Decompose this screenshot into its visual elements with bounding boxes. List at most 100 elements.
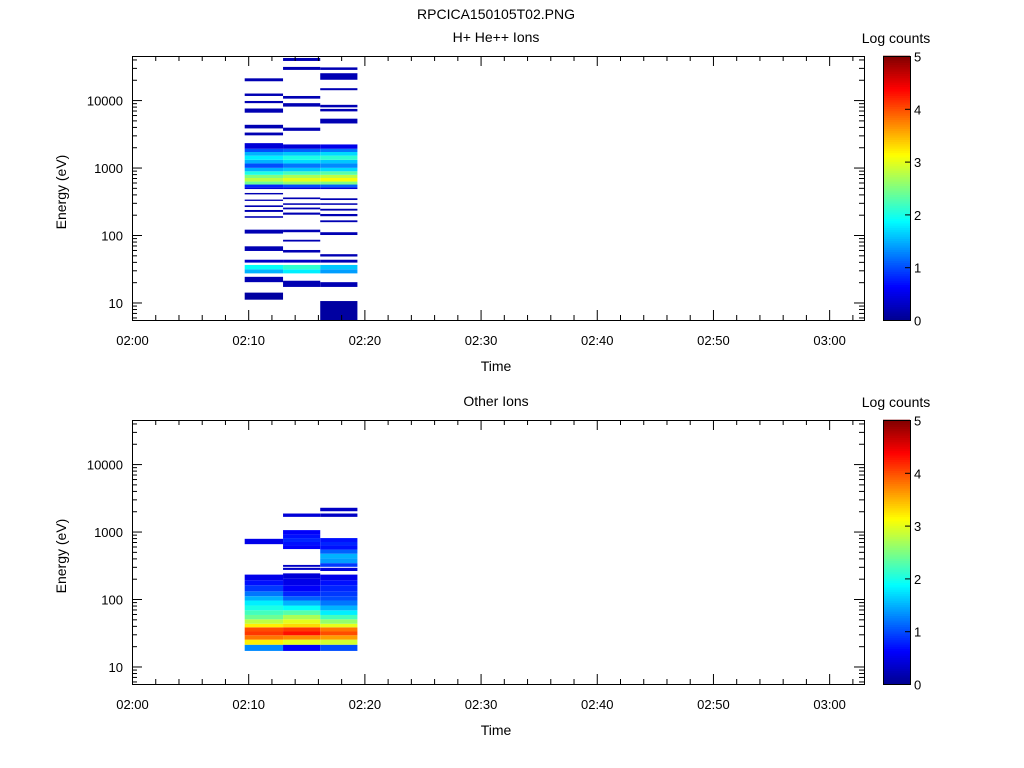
spectrogram-cell — [244, 600, 284, 606]
spectrogram-cell — [283, 639, 321, 645]
spectrogram-cell — [283, 573, 321, 579]
colorbar-segment — [883, 593, 910, 597]
colorbar-segment — [883, 639, 910, 643]
colorbar-segment — [883, 652, 910, 656]
colorbar-segment — [883, 88, 910, 92]
spectrogram-cell — [244, 124, 284, 129]
colorbar-segment — [883, 216, 910, 220]
colorbar-tick-label: 3 — [914, 155, 921, 170]
colorbar-segment — [883, 159, 910, 162]
colorbar-segment — [883, 659, 910, 663]
colorbar-segment — [883, 310, 910, 314]
colorbar-segment — [883, 97, 910, 101]
spectrogram-cell — [244, 264, 284, 270]
spectrogram-cell — [283, 591, 321, 597]
colorbar-segment — [883, 141, 910, 145]
colorbar-segment — [883, 238, 910, 242]
colorbar-segment — [883, 575, 910, 579]
spectrogram-cell — [320, 513, 358, 517]
colorbar-segment — [883, 222, 910, 226]
spectrogram-cell — [283, 155, 321, 160]
spectrogram-cell — [244, 246, 284, 251]
spectrogram-cell — [283, 627, 321, 632]
spectrogram-cell — [320, 167, 358, 172]
spectrogram-cell — [320, 213, 358, 217]
spectrogram-cell — [320, 631, 358, 636]
spectrogram-cell — [320, 174, 358, 178]
spectrogram-cell — [320, 605, 358, 611]
colorbar-segment — [883, 461, 910, 465]
colorbar-segment — [883, 589, 910, 592]
spectrogram-cell — [283, 530, 321, 535]
spectrogram-cell — [244, 209, 284, 212]
panel-h-he-ions: H+ He++ Ions 02:00 02:10 02:20 02:30 02:40 02:… — [53, 29, 930, 374]
colorbar-segment — [883, 666, 910, 669]
colorbar-segment — [883, 681, 910, 685]
x-tick-label: 02:00 — [116, 333, 149, 348]
colorbar-segment — [883, 463, 910, 467]
colorbar-tick-label: 4 — [914, 102, 921, 117]
colorbar-segment — [883, 432, 910, 436]
spectrogram-cell — [244, 177, 284, 182]
colorbar-segment — [883, 244, 910, 248]
colorbar-segment — [883, 313, 910, 316]
spectrogram-cell — [283, 596, 321, 601]
colorbar-segment — [883, 468, 910, 471]
spectrogram-cell — [283, 623, 321, 628]
colorbar-tick-label: 5 — [914, 414, 921, 429]
colorbar-segment — [883, 472, 910, 476]
colorbar-segment — [883, 591, 910, 595]
colorbar-segment — [883, 424, 910, 427]
colorbar-segment — [883, 143, 910, 147]
spectrogram-cell — [320, 118, 358, 124]
spectrogram-cell — [320, 203, 358, 205]
colorbar-segment — [883, 672, 910, 676]
colorbar-segment — [883, 176, 910, 180]
panel-title: Other Ions — [463, 393, 528, 409]
colorbar-segment — [883, 536, 910, 540]
colorbar-segment — [883, 77, 910, 81]
spectrogram-cell — [244, 151, 284, 156]
spectrogram-cell — [244, 269, 284, 274]
spectrogram-cell — [320, 159, 358, 164]
y-tick-label: 10 — [109, 296, 123, 311]
colorbar-segment — [883, 474, 910, 478]
spectrogram-cell — [244, 229, 284, 234]
spectrogram-cell — [320, 567, 358, 572]
spectrogram-cell — [244, 619, 284, 624]
colorbar-tick-label: 4 — [914, 466, 921, 481]
y-axis-label: Energy (eV) — [53, 155, 69, 230]
colorbar-segment — [883, 648, 910, 652]
colorbar-segment — [883, 430, 910, 434]
colorbar-segment — [883, 560, 910, 564]
colorbar-segment — [883, 269, 910, 272]
colorbar-segment — [883, 602, 910, 606]
spectrogram-cell — [320, 644, 358, 651]
colorbar-segment — [883, 55, 910, 59]
colorbar-segment — [883, 178, 910, 182]
spectrogram-cell — [320, 73, 358, 80]
colorbar-segment — [883, 606, 910, 610]
colorbar-segment — [883, 490, 910, 493]
colorbar-segment — [883, 134, 910, 138]
colorbar-segment — [883, 655, 910, 658]
spectrogram-cell — [283, 127, 321, 131]
spectrogram-cell — [244, 199, 284, 201]
colorbar-segment — [883, 657, 910, 661]
colorbar-segment — [883, 110, 910, 114]
colorbar-segment — [883, 635, 910, 639]
colorbar-segment — [883, 492, 910, 496]
colorbar-segment — [883, 93, 910, 96]
spectrogram-cell — [320, 507, 358, 512]
y-tick-label: 100 — [101, 593, 123, 608]
colorbar-segment — [883, 551, 910, 555]
colorbar-segment — [883, 128, 910, 132]
y-axis-label: Energy (eV) — [53, 519, 69, 594]
colorbar-segment — [883, 231, 910, 235]
colorbar-tick-label: 3 — [914, 519, 921, 534]
colorbar-segment — [883, 509, 910, 513]
spectrogram-cell — [244, 174, 284, 178]
spectrogram-cell — [283, 545, 321, 550]
colorbar-segment — [883, 249, 910, 253]
colorbar-segment — [883, 646, 910, 650]
